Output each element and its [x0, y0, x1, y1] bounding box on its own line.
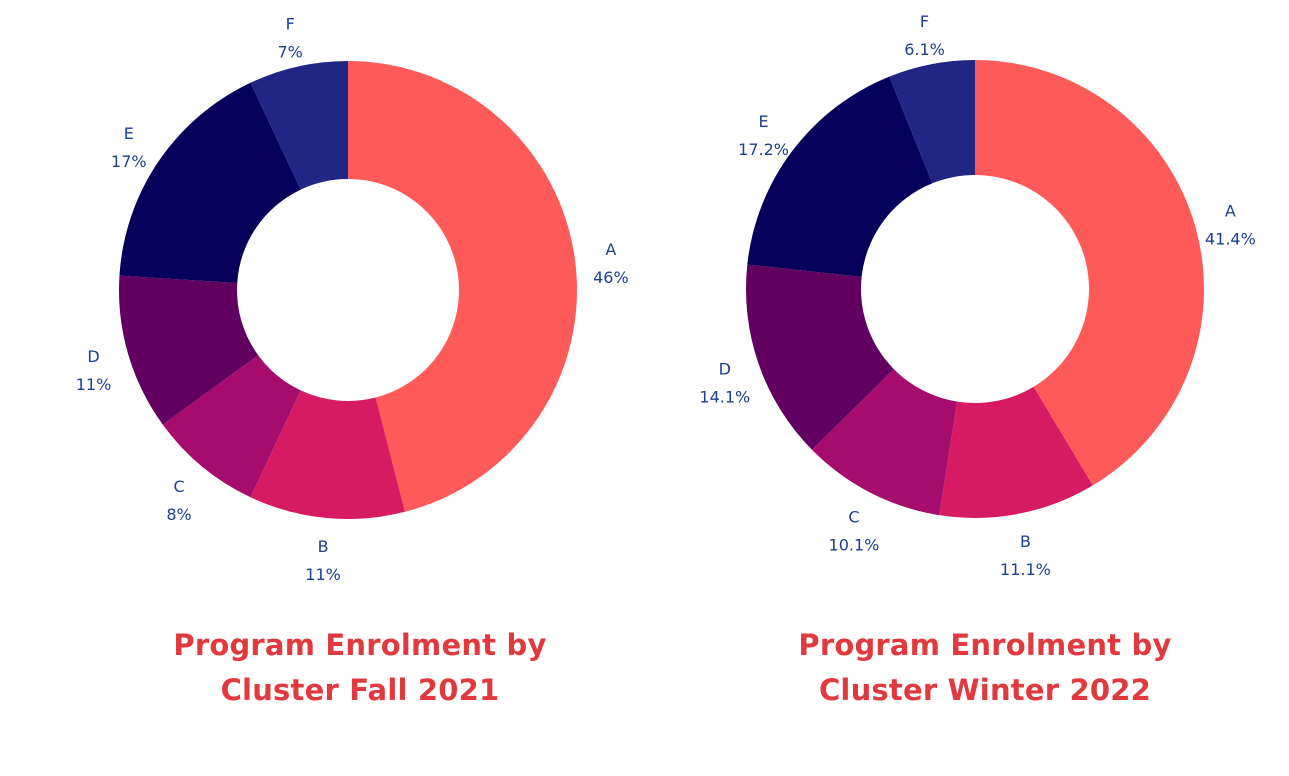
slice-category-label: D — [719, 359, 731, 378]
chart-title-line: Cluster Fall 2021 — [221, 673, 500, 707]
slice-category-label: E — [124, 124, 134, 143]
slice-value-label: 7% — [277, 42, 302, 61]
chart-title-line: Program Enrolment by — [173, 628, 546, 662]
slice-category-label: C — [848, 508, 859, 527]
chart-title-line: Cluster Winter 2022 — [819, 673, 1151, 707]
slice-value-label: 6.1% — [904, 40, 945, 59]
slice-category-label: E — [759, 112, 769, 131]
slice-value-label: 11.1% — [1000, 560, 1051, 579]
chart-title-line: Program Enrolment by — [798, 628, 1171, 662]
donut-chart-fall-2021: A 46% B 11% C 8% D 11% E 17% F 7% Program Enrolment … — [76, 14, 629, 707]
slice-labels: A 46% B 11% C 8% D 11% E 17% F 7% — [76, 14, 629, 583]
slice-value-label: 46% — [593, 268, 629, 287]
donut-ring — [119, 61, 577, 519]
slice-value-label: 11% — [305, 565, 341, 584]
slice-category-label: F — [286, 14, 295, 33]
slice-value-label: 41.4% — [1205, 229, 1256, 248]
donut-ring — [746, 60, 1205, 518]
slice-value-label: 14.1% — [699, 387, 750, 406]
slice-category-label: A — [605, 240, 616, 259]
donut-slice-c — [162, 355, 301, 498]
slice-value-label: 8% — [166, 505, 191, 524]
slice-value-label: 17.2% — [738, 140, 789, 159]
donut-slice-e — [119, 82, 301, 284]
donut-slice-b — [939, 386, 1093, 518]
slice-value-label: 17% — [111, 152, 147, 171]
donut-slice-a — [348, 61, 577, 512]
slice-category-label: B — [1020, 532, 1031, 551]
donut-slice-e — [747, 76, 933, 277]
slice-value-label: 10.1% — [829, 536, 880, 555]
donut-slice-f — [250, 61, 348, 190]
donut-slice-c — [812, 369, 958, 516]
donut-slice-a — [975, 60, 1205, 486]
slice-category-label: A — [1225, 201, 1236, 220]
donut-slice-d — [746, 264, 894, 450]
slice-category-label: D — [87, 347, 99, 366]
slice-category-label: B — [318, 537, 329, 556]
donut-slice-d — [119, 275, 259, 425]
slice-category-label: C — [173, 477, 184, 496]
slice-value-label: 11% — [76, 375, 112, 394]
slice-category-label: F — [920, 12, 929, 31]
donut-slice-b — [250, 390, 405, 519]
donut-chart-winter-2022: A 41.4% B 11.1% C 10.1% D 14.1% E 17.2% F 6.1% Progr… — [699, 12, 1255, 707]
donut-slice-f — [889, 60, 975, 184]
slice-labels: A 41.4% B 11.1% C 10.1% D 14.1% E 17.2% F 6.1% — [699, 12, 1255, 579]
